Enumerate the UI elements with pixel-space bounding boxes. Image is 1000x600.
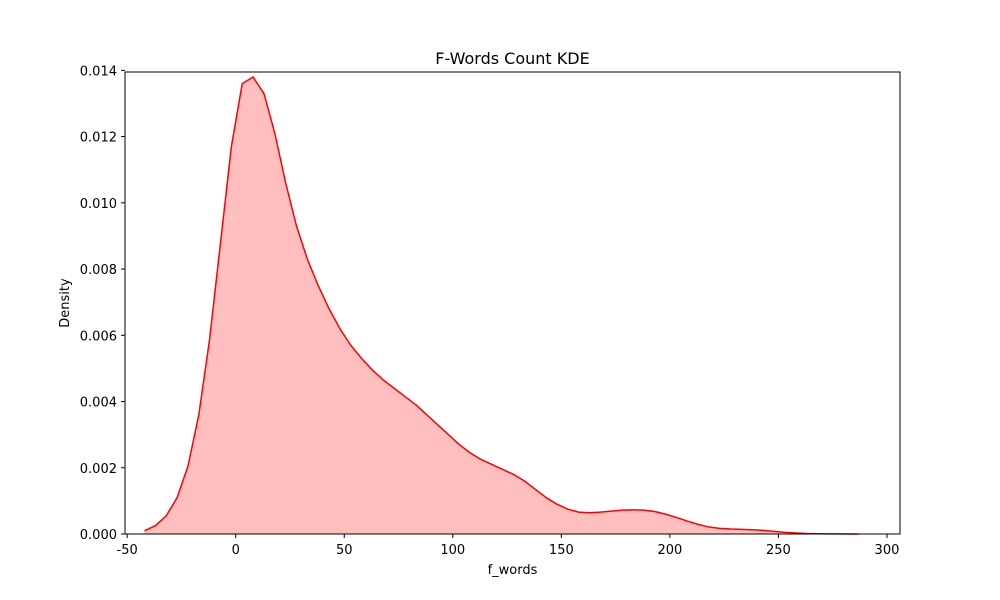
y-axis-label: Density — [58, 278, 73, 328]
y-tick-label: 0.008 — [80, 263, 117, 278]
x-axis: -50 0 50 100 150 200 250 300 — [117, 534, 900, 558]
y-tick-label: 0.006 — [80, 329, 117, 344]
y-tick-label: 0.004 — [80, 396, 117, 411]
y-axis: 0.000 0.002 0.004 0.006 0.008 0.010 0.012 0.014 — [80, 64, 125, 543]
x-tick-label: 0 — [232, 543, 240, 558]
y-tick-label: 0.012 — [80, 131, 117, 146]
x-tick-label: 300 — [875, 543, 900, 558]
y-tick-label: 0.014 — [80, 64, 117, 79]
x-tick-label: 250 — [766, 543, 791, 558]
x-tick-label: -50 — [117, 543, 138, 558]
x-tick-label: 150 — [549, 543, 574, 558]
kde-area — [144, 76, 859, 534]
x-axis-label: f_words — [488, 563, 538, 578]
y-tick-label: 0.002 — [80, 462, 117, 477]
y-tick-label: 0.010 — [80, 197, 117, 212]
x-tick-label: 200 — [657, 543, 682, 558]
x-tick-label: 100 — [440, 543, 465, 558]
y-tick-label: 0.000 — [80, 528, 117, 543]
kde-line — [144, 76, 859, 535]
chart-title: F-Words Count KDE — [435, 49, 589, 68]
plot-frame — [124, 71, 901, 535]
x-tick-label: 50 — [336, 543, 353, 558]
